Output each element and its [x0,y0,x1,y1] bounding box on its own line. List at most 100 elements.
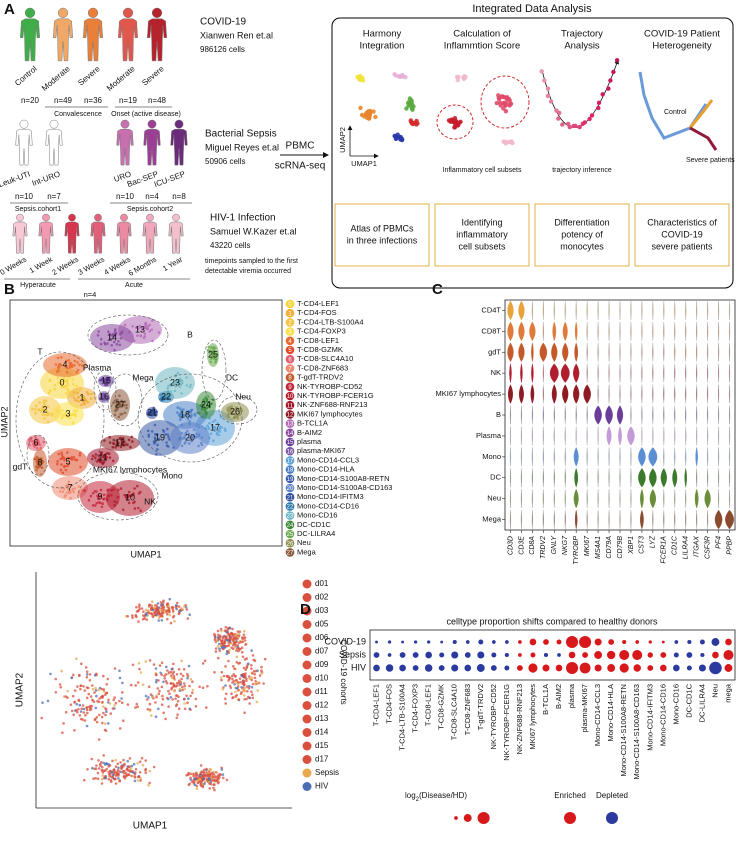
illustration-dot [453,122,458,127]
cell-point [40,716,44,720]
cell-point [198,778,201,781]
cell-point [133,507,137,510]
cell-point [235,655,239,659]
cell-point [78,673,81,677]
cell-point [236,414,239,418]
cell-point [111,332,115,336]
violin [641,301,643,320]
cell-point [108,773,111,776]
cell-point [244,686,247,690]
legend-swatch [285,410,295,419]
cell-point [155,453,158,456]
cell-point [53,387,56,391]
cell-point [219,415,223,419]
violin [509,426,512,446]
cell-point [243,711,246,714]
violin [507,300,514,321]
cell-point [247,662,250,665]
legend-label: T-CD4-LEF1 [297,299,339,308]
cell-point [233,667,236,670]
cell-point [181,437,184,440]
cell-point [235,649,238,652]
cell-point [104,383,107,387]
cell-point [64,695,67,698]
cell-point [49,672,52,676]
cell-point [98,454,101,458]
violin [674,426,676,446]
cell-point [111,445,115,449]
col-label: T-CD8-LEF1 [424,684,433,726]
cell-point [94,453,98,456]
person-head [147,119,157,129]
legend-label: Mega [297,547,317,556]
violin [575,426,577,446]
cell-point [174,704,178,707]
person-head [49,119,59,129]
cell-point [160,661,164,664]
legend-swatch [302,579,312,589]
cell-point [131,616,134,620]
cell-point [250,649,253,652]
person-head [174,119,184,129]
proportion-dot [686,665,692,671]
violin [663,426,665,446]
cell-point [200,443,204,447]
violin [695,447,698,467]
cell-point [173,381,176,385]
cell-point [60,451,63,455]
legend-id: 3 [288,330,292,336]
proportion-dot [648,640,652,644]
violin [619,384,621,404]
cell-point [157,619,160,622]
violin [725,509,734,530]
cell-point [42,440,45,444]
group-outline [137,373,243,463]
cohort-title: HIV-1 Infection [210,213,276,224]
violin [542,489,544,509]
cell-point [218,649,222,653]
violin [531,510,533,529]
cell-point [100,715,104,719]
cell-point [33,457,37,461]
violin [605,405,613,425]
violin [717,301,720,320]
cell-point [233,683,236,686]
violin [707,363,709,383]
cell-point [84,666,88,669]
cell-point [225,638,229,642]
legend-label: d13 [315,714,329,723]
step-title: Heterogeneity [652,41,711,52]
violin [597,510,599,529]
cell-point [37,408,40,411]
cell-point [113,704,116,707]
cell-point [94,456,97,460]
cell-point [220,629,223,633]
cell-point [136,761,139,765]
cell-point [60,453,64,457]
cell-point [101,721,104,725]
violin [619,510,621,529]
cell-point [192,428,196,431]
cell-point [127,438,131,442]
cell-point [206,684,209,688]
cell-point [142,336,146,340]
violin [696,384,698,404]
cell-point [113,777,117,781]
cell-point [96,334,100,337]
cluster-id: 15 [101,375,111,385]
legend-id: 12 [287,412,294,418]
violin [586,363,588,383]
cell-point [207,426,210,429]
note: detectable viremia occurred [205,268,291,275]
cell-point [120,701,124,704]
cluster-id: 21 [147,407,157,417]
cell-point [179,672,183,676]
cell-point [224,684,227,687]
cell-point [245,677,248,680]
violin [685,342,687,362]
violin [674,301,676,320]
cell-point [109,712,113,715]
cell-point [245,697,248,701]
legend-label: d14 [315,728,329,737]
violin [597,489,599,509]
